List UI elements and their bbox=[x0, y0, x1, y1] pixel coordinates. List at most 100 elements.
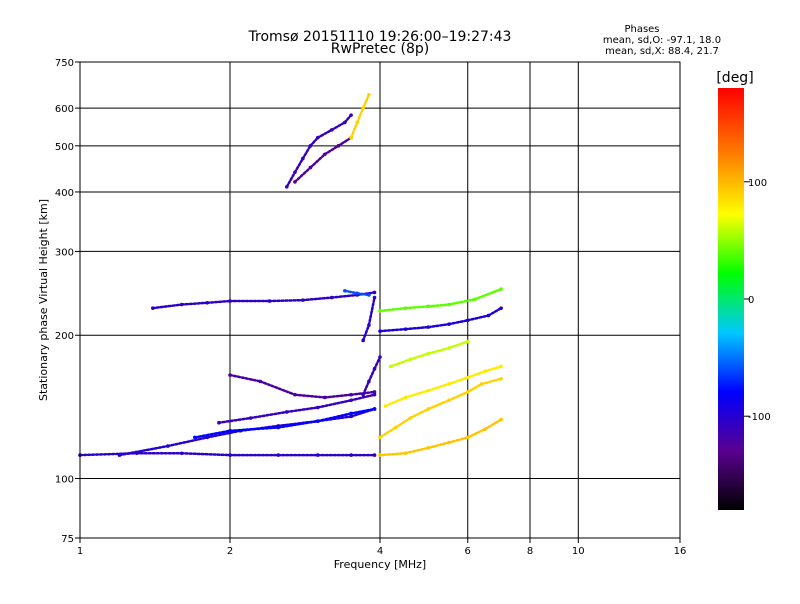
y-axis-label: Stationary phase Virtual Height [km] bbox=[37, 199, 50, 401]
echo-trace-segment bbox=[466, 314, 490, 322]
colorbar-tick-label: -100 bbox=[748, 412, 771, 423]
colorbar-tick-label: 0 bbox=[748, 295, 754, 306]
echo-trace-segment bbox=[367, 367, 376, 383]
echo-trace-segment bbox=[293, 157, 305, 174]
echo-trace-segment bbox=[268, 298, 305, 303]
echo-trace-segment bbox=[343, 289, 359, 295]
echo-point bbox=[276, 453, 281, 457]
echo-point bbox=[367, 92, 371, 97]
y-tick-label: 100 bbox=[55, 475, 74, 486]
echo-trace-segment bbox=[293, 166, 312, 184]
echo-trace-segment bbox=[355, 292, 371, 297]
echo-trace-segment bbox=[205, 429, 242, 439]
echo-trace-segment bbox=[447, 319, 469, 326]
echo-point bbox=[179, 302, 184, 307]
echo-trace-segment bbox=[473, 287, 503, 301]
echo-point bbox=[447, 302, 451, 307]
echo-point bbox=[349, 113, 353, 117]
chart-title: Tromsø 20151110 19:26:00–19:27:43 bbox=[248, 29, 512, 45]
echo-trace-segment bbox=[349, 393, 376, 402]
echo-point bbox=[228, 453, 232, 457]
colorbar-ticks: 100 0 -100 bbox=[744, 178, 771, 423]
x-tick-label: 10 bbox=[572, 546, 585, 557]
grid-lines bbox=[80, 62, 680, 538]
x-tick-label: 2 bbox=[227, 546, 233, 557]
echo-trace-segment bbox=[193, 429, 232, 439]
echo-trace-segment bbox=[228, 373, 262, 383]
echo-point bbox=[315, 453, 320, 457]
axis-ticks: 1 2 4 6 8 10 16 75 100 200 300 400 500 600 750 bbox=[55, 58, 686, 557]
echo-point bbox=[473, 297, 477, 302]
echo-point bbox=[447, 382, 451, 386]
echo-point bbox=[276, 425, 281, 430]
echo-point bbox=[447, 322, 451, 326]
echo-trace-segment bbox=[355, 106, 365, 124]
echo-point bbox=[343, 288, 347, 293]
echo-point bbox=[165, 444, 170, 448]
echo-point bbox=[349, 453, 353, 457]
echo-trace-segment bbox=[337, 136, 353, 148]
echo-point bbox=[499, 364, 503, 369]
echo-point bbox=[267, 299, 272, 303]
echo-trace-segment bbox=[316, 128, 333, 139]
echo-point bbox=[315, 405, 320, 410]
chart-subtitle: RwPretec (8p) bbox=[331, 41, 429, 57]
stats-title: Phases bbox=[624, 24, 659, 35]
echo-point bbox=[403, 395, 408, 400]
echo-point bbox=[355, 120, 359, 125]
echo-point bbox=[258, 379, 263, 384]
echo-point bbox=[499, 287, 503, 291]
echo-trace-segment bbox=[408, 352, 430, 361]
echo-point bbox=[315, 419, 320, 423]
echo-point bbox=[217, 420, 221, 425]
echo-point bbox=[426, 351, 431, 356]
echo-point bbox=[403, 327, 408, 331]
echo-point bbox=[465, 375, 470, 380]
echo-trace-segment bbox=[228, 426, 280, 433]
echo-point bbox=[403, 451, 408, 456]
echo-trace-segment bbox=[151, 303, 183, 310]
echo-trace-segment bbox=[166, 436, 209, 448]
echo-trace-segment bbox=[301, 144, 312, 160]
echo-trace-segment bbox=[378, 327, 407, 333]
echo-point bbox=[447, 440, 451, 445]
echo-point bbox=[205, 435, 209, 440]
echo-point bbox=[378, 309, 382, 313]
echo-trace-segment bbox=[394, 416, 412, 429]
echo-point bbox=[499, 306, 503, 310]
echo-trace-segment bbox=[349, 407, 376, 415]
echo-trace-segment bbox=[361, 93, 371, 110]
echo-point bbox=[372, 367, 377, 371]
echo-trace-segment bbox=[427, 399, 451, 411]
echo-trace-segment bbox=[404, 325, 430, 331]
echo-trace-segment bbox=[466, 382, 483, 394]
echo-point bbox=[205, 300, 209, 305]
echo-point bbox=[349, 135, 353, 140]
echo-point bbox=[336, 144, 341, 148]
echo-point bbox=[361, 338, 365, 343]
x-tick-label: 6 bbox=[465, 546, 471, 557]
echo-trace-segment bbox=[118, 444, 169, 457]
echo-trace-segment bbox=[373, 355, 382, 371]
echo-point bbox=[378, 435, 382, 440]
y-tick-label: 600 bbox=[55, 104, 74, 115]
echo-trace-segment bbox=[330, 293, 359, 299]
echo-point bbox=[228, 428, 232, 433]
echo-point bbox=[323, 395, 327, 400]
echo-point bbox=[372, 407, 377, 411]
echo-trace-segment bbox=[285, 170, 297, 189]
echo-trace-segment bbox=[367, 296, 376, 327]
echo-point bbox=[447, 346, 451, 350]
echo-trace-segment bbox=[316, 412, 353, 423]
echo-point bbox=[426, 304, 431, 309]
echo-point bbox=[179, 451, 184, 456]
echo-point bbox=[293, 170, 297, 175]
echo-trace-segment bbox=[217, 416, 252, 424]
echo-point bbox=[465, 435, 470, 440]
echo-point bbox=[349, 411, 353, 416]
echo-trace-segment bbox=[205, 299, 232, 305]
echo-trace-segment bbox=[447, 376, 469, 386]
echo-trace-segment bbox=[349, 121, 359, 139]
echo-trace-segment bbox=[330, 121, 347, 132]
